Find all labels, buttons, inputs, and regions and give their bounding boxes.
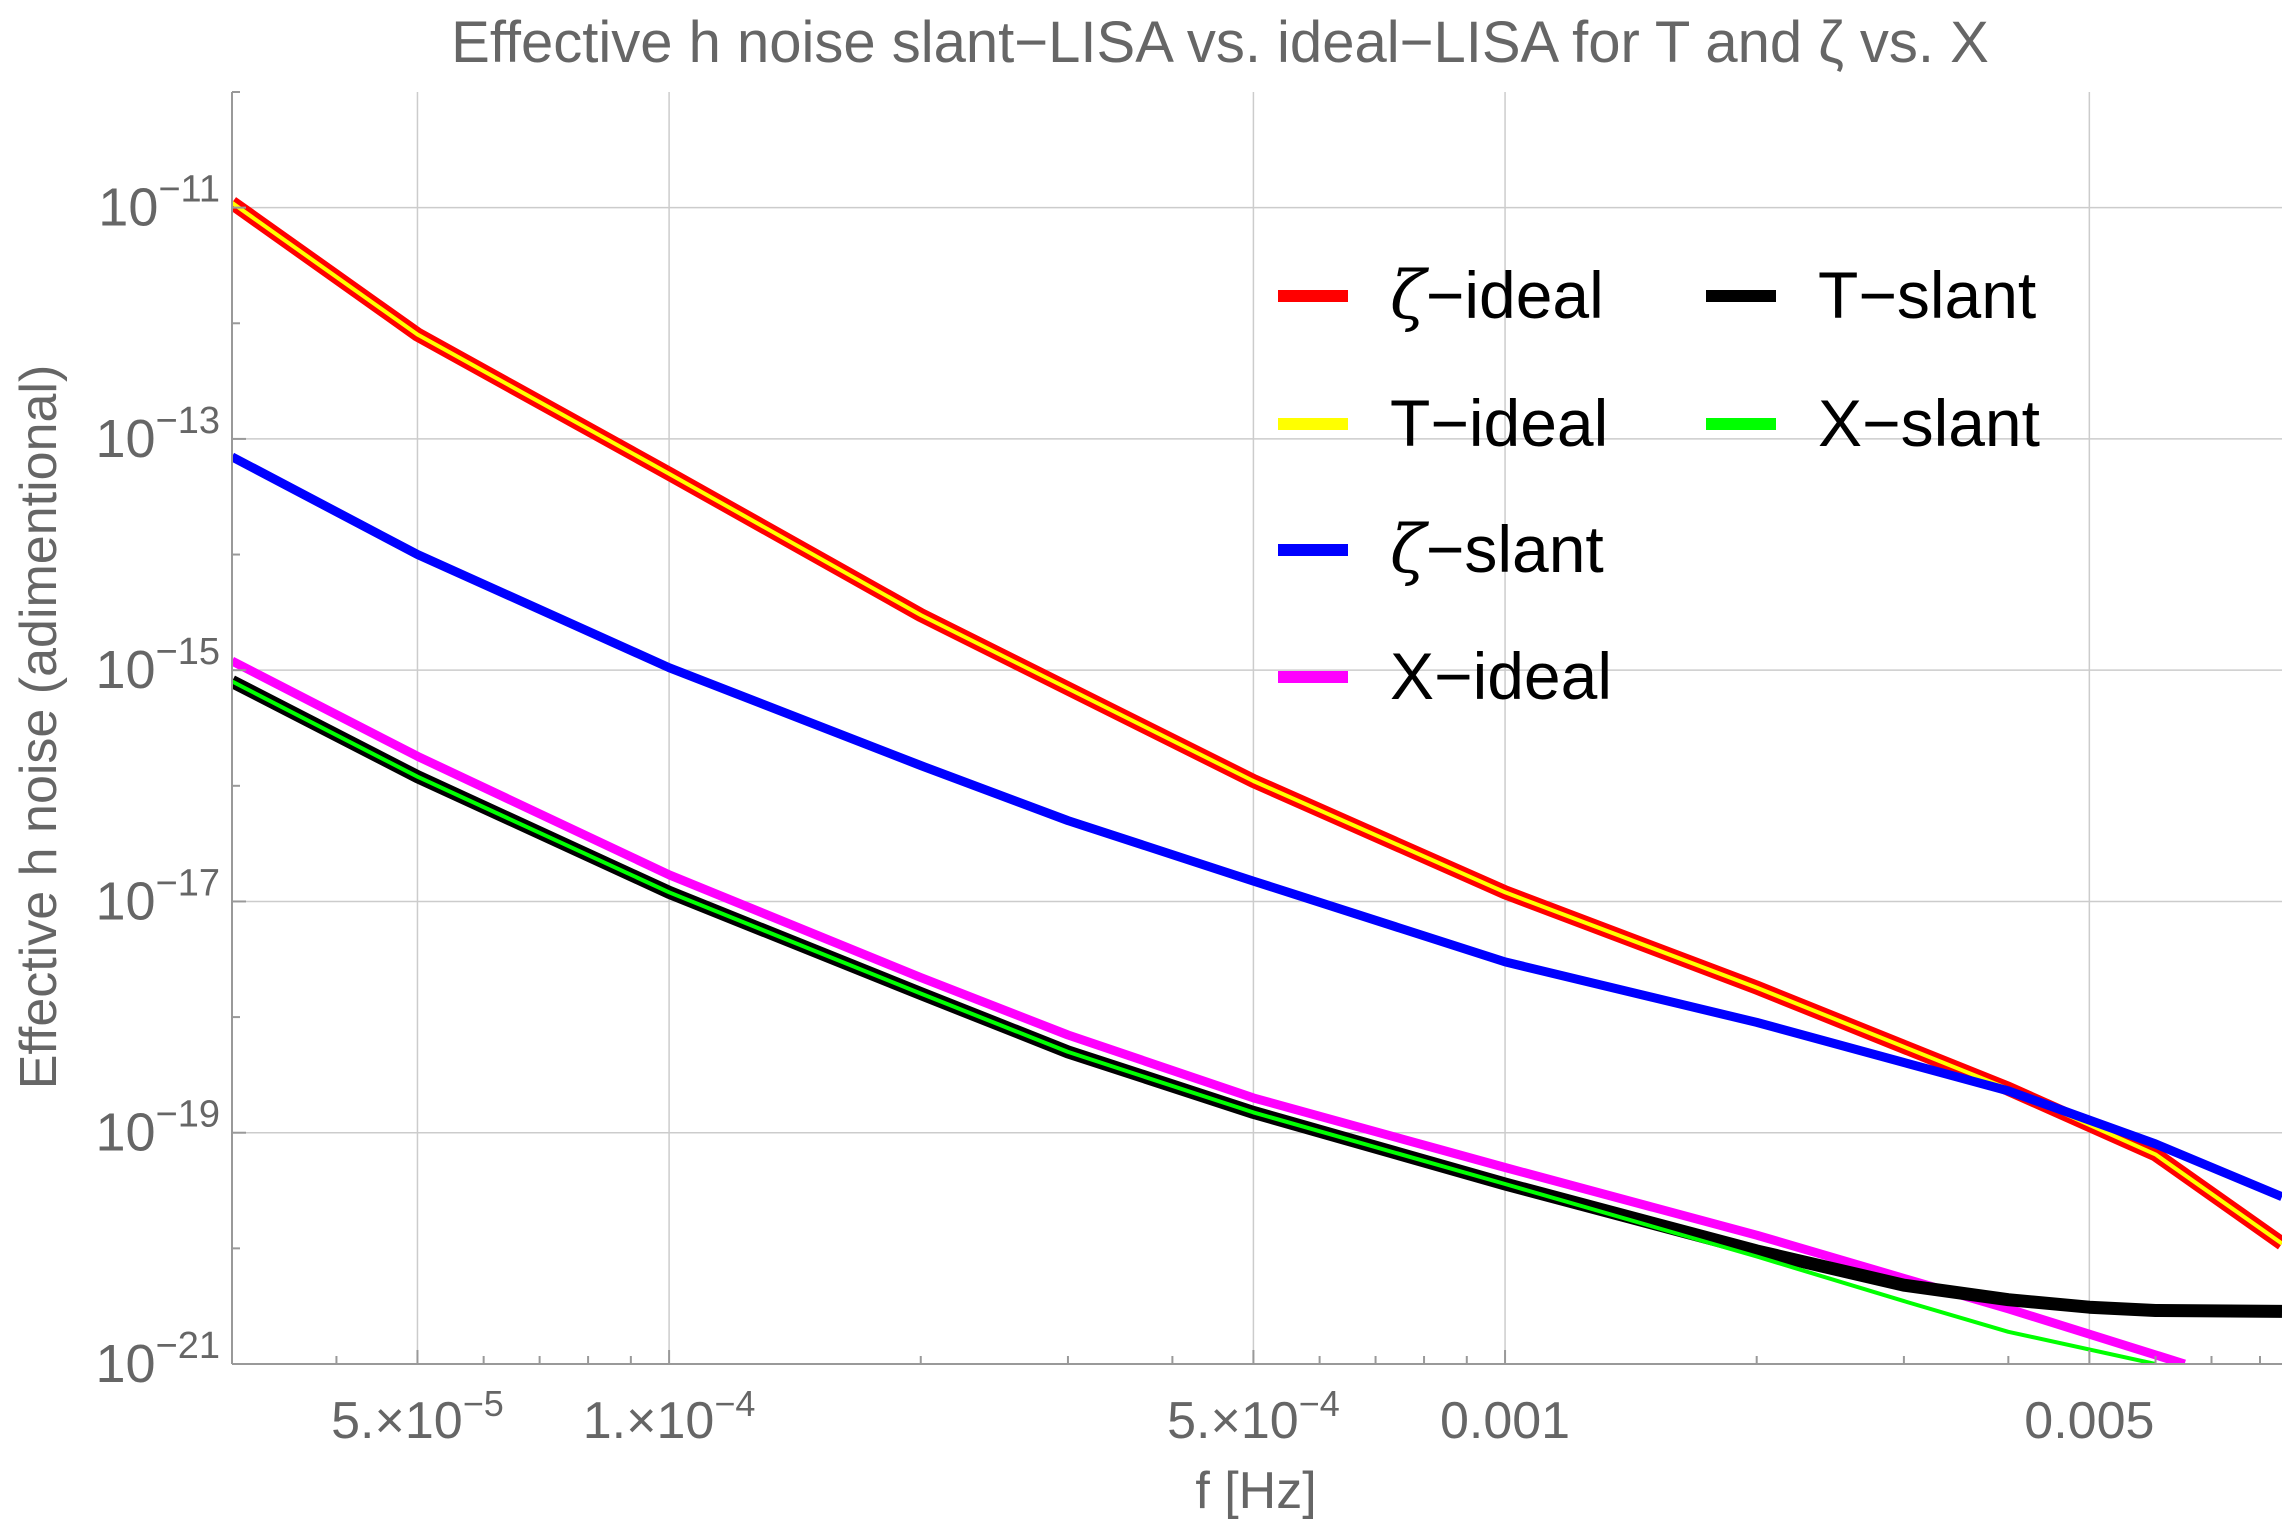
x-axis-label: f [Hz] [1195, 1462, 1316, 1520]
legend-label-text: T−ideal [1390, 386, 1608, 460]
y-tick-label-base: 10 [95, 871, 155, 931]
legend-label-text: −ideal [1426, 258, 1604, 332]
legend: ζ−idealT−idealζ−slantX−idealT−slantX−sla… [1278, 257, 2040, 713]
legend-label-symbol: ζ [1390, 511, 1430, 588]
y-tick-label-exponent: −21 [156, 1325, 220, 1367]
legend-label: ζ−ideal [1390, 257, 1604, 334]
x-tick-label-exponent: −4 [714, 1383, 755, 1424]
y-tick-label-exponent: −11 [158, 169, 220, 211]
legend-label-text: −slant [1426, 512, 1604, 586]
y-tick-label-base: 10 [95, 640, 155, 700]
legend-label-text: X−slant [1818, 386, 2040, 460]
x-tick-label-base: 10 [657, 1392, 715, 1450]
x-tick-label-mantissa: 5. [331, 1392, 374, 1450]
y-tick-label-exponent: −15 [156, 631, 220, 673]
y-axis-label: Effective h noise (adimentional) [10, 365, 68, 1090]
x-tick-label-mantissa: 5. [1167, 1392, 1210, 1450]
y-tick-label-exponent: −13 [156, 400, 220, 442]
y-tick-label: 10−21 [95, 1325, 220, 1394]
x-tick-label-exponent: −5 [463, 1383, 504, 1424]
y-tick-label-exponent: −19 [156, 1094, 220, 1136]
y-tick-label-exponent: −17 [156, 862, 220, 904]
x-tick-label-times: × [1210, 1392, 1240, 1450]
x-tick-label-mantissa: 1. [583, 1392, 626, 1450]
y-tick-label-base: 10 [95, 1103, 155, 1163]
legend-label: X−slant [1818, 386, 2040, 460]
legend-label: T−slant [1818, 258, 2036, 332]
x-tick-label-times: × [626, 1392, 656, 1450]
legend-label-symbol: ζ [1390, 257, 1430, 334]
series-line [232, 452, 2282, 1201]
x-tick-label-base: 10 [1241, 1392, 1299, 1450]
y-tick-label-base: 10 [95, 1334, 155, 1394]
axes [231, 91, 2282, 1365]
x-tick-label: 5.×10−5 [331, 1383, 504, 1450]
y-tick-label-base: 10 [98, 178, 158, 238]
x-tick-label: 1.×10−4 [583, 1383, 756, 1450]
legend-label-text: X−ideal [1390, 639, 1612, 713]
y-tick-label: 10−13 [95, 400, 220, 469]
legend-label: X−ideal [1390, 639, 1612, 713]
y-tick-label: 10−17 [95, 862, 220, 931]
chart-title: Effective h noise slant−LISA vs. ideal−L… [451, 10, 1989, 75]
x-tick-label-mantissa: 0.001 [1440, 1392, 1570, 1450]
x-tick-label: 5.×10−4 [1167, 1383, 1340, 1450]
x-tick-label-mantissa: 0.005 [2024, 1392, 2154, 1450]
plot-area [232, 197, 2282, 1364]
x-tick-label-exponent: −4 [1299, 1383, 1340, 1424]
y-tick-label: 10−11 [98, 169, 220, 238]
x-tick-label-base: 10 [405, 1392, 463, 1450]
legend-label: T−ideal [1390, 386, 1608, 460]
legend-label: ζ−slant [1390, 511, 1604, 588]
x-tick-label: 0.001 [1440, 1392, 1570, 1450]
y-tick-label: 10−15 [95, 631, 220, 700]
y-tick-label: 10−19 [95, 1094, 220, 1163]
series-line [232, 679, 2156, 1364]
x-tick-label-times: × [375, 1392, 405, 1450]
legend-label-text: T−slant [1818, 258, 2036, 332]
y-tick-label-base: 10 [95, 409, 155, 469]
x-tick-label: 0.005 [2024, 1392, 2154, 1450]
